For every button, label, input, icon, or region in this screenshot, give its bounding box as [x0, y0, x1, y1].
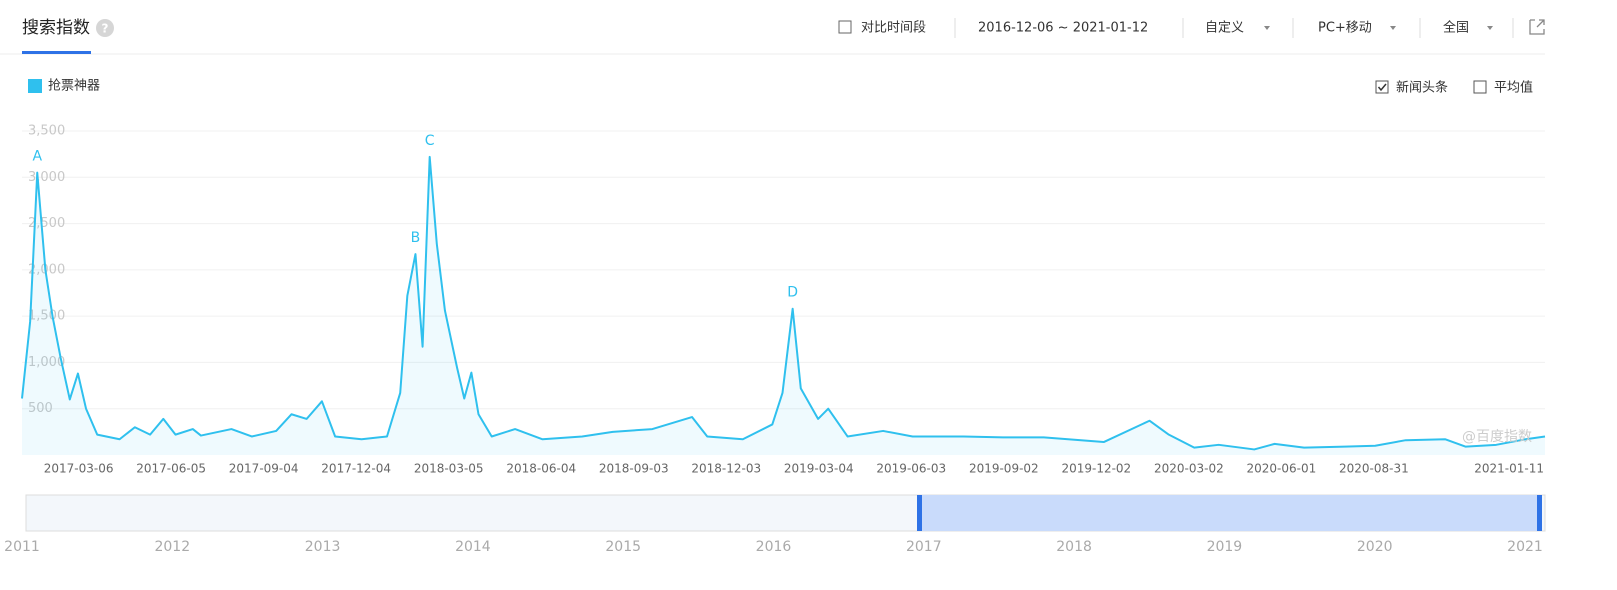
x-tick-label: 2018-06-04 [506, 462, 576, 476]
date-range[interactable]: 2016-12-06 ~ 2021-01-12 [978, 21, 1148, 36]
event-marker[interactable]: A [32, 149, 42, 165]
export-icon[interactable] [1529, 19, 1545, 35]
slider-year-label: 2014 [455, 539, 491, 555]
dropdown-arrow [1264, 26, 1270, 30]
slider-year-label: 2012 [154, 539, 190, 555]
x-tick-label: 2019-06-03 [876, 462, 946, 476]
x-tick-label: 2018-03-05 [414, 462, 484, 476]
slider-year-label: 2017 [906, 539, 942, 555]
event-marker[interactable]: D [787, 285, 798, 301]
x-tick-label: 2018-09-03 [599, 462, 669, 476]
legend-swatch [28, 79, 42, 93]
watermark: @百度指数 [1462, 429, 1532, 445]
x-tick-label: 2019-09-02 [969, 462, 1039, 476]
range-slider-handle[interactable] [1537, 495, 1542, 531]
event-marker[interactable]: B [411, 230, 421, 246]
help-icon[interactable] [96, 19, 114, 37]
x-tick-label: 2017-03-06 [44, 462, 114, 476]
news-checkbox[interactable] [1375, 80, 1389, 94]
y-tick-label: 3,500 [28, 124, 65, 139]
compare-checkbox[interactable] [838, 20, 852, 34]
area-fill [22, 156, 1545, 456]
dropdown-arrow [1390, 26, 1396, 30]
check-mark [1377, 83, 1387, 92]
x-tick-label: 2018-12-03 [691, 462, 761, 476]
page-title: 搜索指数 [22, 18, 90, 38]
x-tick-label: 2020-08-31 [1339, 462, 1409, 476]
range-slider-handle[interactable] [917, 495, 922, 531]
option-label[interactable]: 平均值 [1494, 80, 1533, 96]
slider-year-label: 2020 [1357, 539, 1393, 555]
y-tick-label: 2,500 [28, 216, 65, 231]
help-mark: ? [102, 22, 109, 36]
y-tick-label: 2,000 [28, 262, 65, 277]
slider-year-label: 2016 [756, 539, 792, 555]
slider-year-label: 2021 [1507, 539, 1543, 555]
mode-select[interactable]: 自定义 [1205, 21, 1244, 36]
compare-label[interactable]: 对比时间段 [861, 21, 926, 36]
tab-underline [22, 51, 91, 54]
event-marker[interactable]: C [425, 133, 435, 149]
x-tick-label: 2017-12-04 [321, 462, 391, 476]
slider-year-label: 2011 [4, 539, 40, 555]
y-tick-label: 3,000 [28, 170, 65, 185]
x-tick-label: 2019-03-04 [784, 462, 854, 476]
legend-label[interactable]: 抢票神器 [48, 78, 100, 94]
x-tick-label: 2020-03-02 [1154, 462, 1224, 476]
trend-line [21, 155, 1546, 451]
region-select[interactable]: 全国 [1443, 20, 1469, 36]
y-tick-label: 1,000 [28, 355, 65, 370]
average-checkbox[interactable] [1473, 80, 1487, 94]
slider-year-label: 2015 [605, 539, 641, 555]
x-tick-label: 2017-06-05 [136, 462, 206, 476]
dropdown-arrow [1487, 26, 1493, 30]
x-tick-label: 2020-06-01 [1246, 462, 1316, 476]
range-slider-selection[interactable] [920, 495, 1540, 531]
device-select[interactable]: PC+移动 [1318, 21, 1372, 36]
x-tick-label: 2019-12-02 [1061, 462, 1131, 476]
x-tick-label: 2021-01-11 [1474, 462, 1544, 476]
y-tick-label: 500 [28, 401, 53, 416]
slider-year-label: 2019 [1207, 539, 1243, 555]
y-tick-label: 1,500 [28, 309, 65, 324]
slider-year-label: 2018 [1056, 539, 1092, 555]
slider-year-label: 2013 [305, 539, 341, 555]
x-tick-label: 2017-09-04 [229, 462, 299, 476]
option-label[interactable]: 新闻头条 [1396, 80, 1448, 96]
